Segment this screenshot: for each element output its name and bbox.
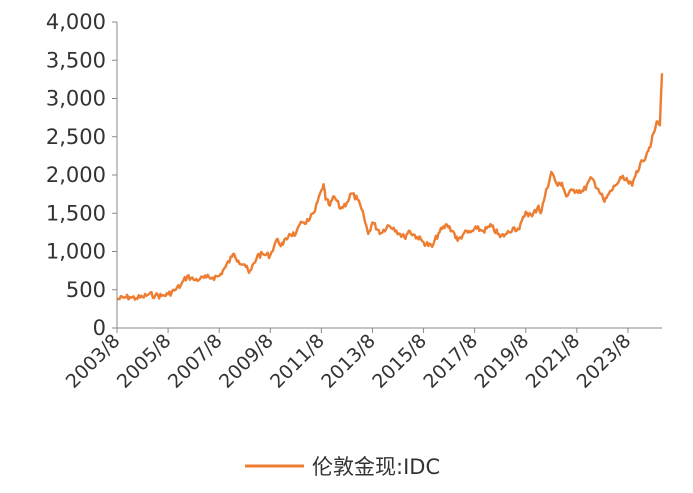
y-tick-label: 3,000 <box>46 87 106 111</box>
y-tick-label: 4,000 <box>46 10 106 34</box>
legend: 伦敦金现:IDC <box>245 455 440 479</box>
x-tick-label: 2017/8 <box>419 330 482 393</box>
x-tick-label: 2009/8 <box>215 330 278 393</box>
y-tick-label: 500 <box>66 278 106 302</box>
x-tick-label: 2021/8 <box>522 330 585 393</box>
x-tick-label: 2005/8 <box>113 330 176 393</box>
x-tick-label: 2023/8 <box>573 330 636 393</box>
legend-label: 伦敦金现:IDC <box>312 455 440 479</box>
plot-area <box>116 73 664 301</box>
y-tick-label: 1,500 <box>46 201 106 225</box>
y-tick-label: 2,000 <box>46 163 106 187</box>
x-tick-label: 2015/8 <box>368 330 431 393</box>
x-tick-label: 2013/8 <box>317 330 380 393</box>
y-tick-label: 1,000 <box>46 240 106 264</box>
x-tick-label: 2007/8 <box>164 330 227 393</box>
x-tick-label: 2011/8 <box>266 330 329 393</box>
y-tick-label: 0 <box>93 316 106 340</box>
x-tick-label: 2019/8 <box>470 330 533 393</box>
x-axis: 2003/82005/82007/82009/82011/82013/82015… <box>62 327 662 393</box>
y-tick-label: 2,500 <box>46 125 106 149</box>
y-tick-label: 3,500 <box>46 48 106 72</box>
series-line-gold-price <box>116 73 664 301</box>
y-axis: 0 500 1,000 1,500 2,000 2,500 3,000 3,500 4,000 <box>46 10 118 340</box>
